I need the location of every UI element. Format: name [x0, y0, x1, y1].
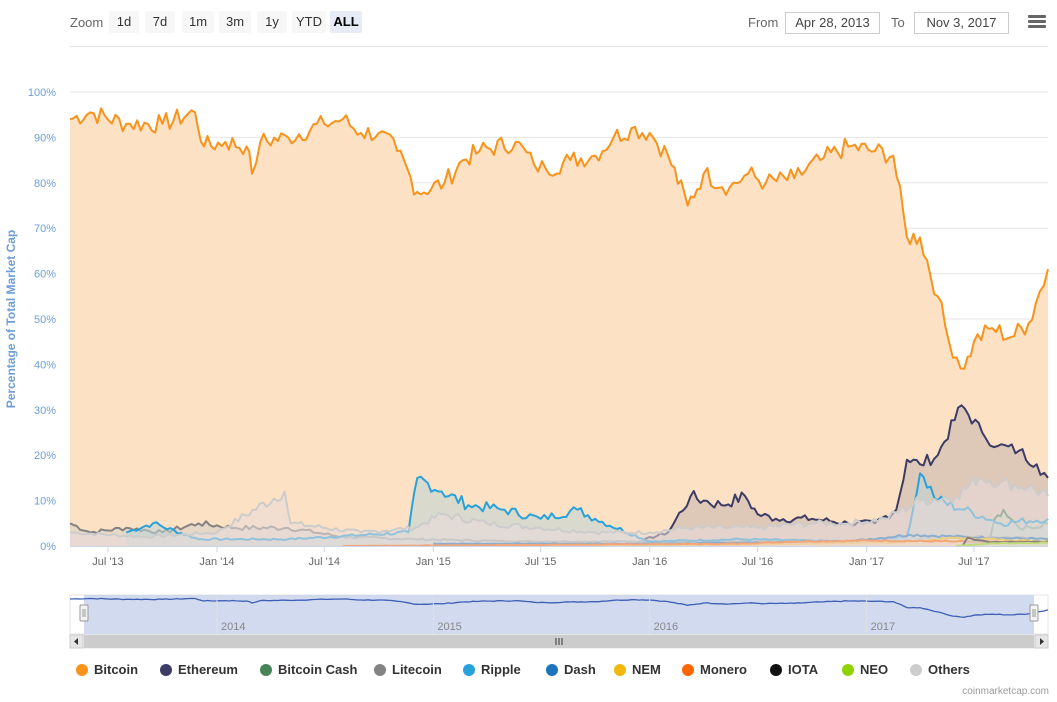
- zoom-all-button[interactable]: ALL: [330, 11, 362, 33]
- legend-marker-icon: [260, 664, 272, 676]
- scroll-left-arrow-icon: [74, 638, 78, 645]
- y-tick-label: 90%: [34, 132, 56, 144]
- x-tick-label: Jul '15: [525, 556, 556, 568]
- legend-label: Ethereum: [178, 662, 238, 677]
- range-selector-bar: Zoom 1d 7d 1m 3m 1y YTD ALL From Apr 28,…: [0, 0, 1057, 46]
- plot-area: [69, 107, 1049, 547]
- scroll-right-arrow-icon: [1040, 638, 1044, 645]
- zoom-7d-button[interactable]: 7d: [145, 11, 175, 33]
- navigator-series-line: [69, 597, 1049, 618]
- legend-item-dash[interactable]: Dash: [546, 662, 596, 677]
- x-tick-label: Jan '17: [849, 556, 884, 568]
- hamburger-menu-icon[interactable]: [1028, 15, 1046, 29]
- to-date-input[interactable]: Nov 3, 2017: [914, 12, 1009, 34]
- x-tick-label: Jul '16: [742, 556, 773, 568]
- series-area-others: [70, 477, 1048, 546]
- legend-item-neo[interactable]: NEO: [842, 662, 888, 677]
- legend-item-bitcoin[interactable]: Bitcoin: [76, 662, 138, 677]
- legend-marker-icon: [910, 664, 922, 676]
- y-tick-label: 60%: [34, 269, 56, 281]
- legend-marker-icon: [374, 664, 386, 676]
- legend-marker-icon: [842, 664, 854, 676]
- legend-label: Others: [928, 662, 970, 677]
- navigator-tick-label: 2017: [871, 621, 895, 633]
- legend-item-others[interactable]: Others: [910, 662, 970, 677]
- navigator-right-handle[interactable]: [1029, 604, 1039, 622]
- legend-item-ripple[interactable]: Ripple: [463, 662, 521, 677]
- legend-label: IOTA: [788, 662, 819, 677]
- from-label: From: [748, 15, 779, 30]
- legend-item-litecoin[interactable]: Litecoin: [374, 662, 442, 677]
- legend-marker-icon: [614, 664, 626, 676]
- y-tick-label: 100%: [28, 87, 56, 99]
- zoom-1y-button[interactable]: 1y: [257, 11, 287, 33]
- legend-label: Ripple: [481, 662, 521, 677]
- legend-item-monero[interactable]: Monero: [682, 662, 747, 677]
- y-tick-label: 40%: [34, 359, 56, 371]
- y-tick-label: 20%: [34, 450, 56, 462]
- zoom-1m-button[interactable]: 1m: [182, 11, 214, 33]
- legend-item-nem[interactable]: NEM: [614, 662, 661, 677]
- legend-item-ethereum[interactable]: Ethereum: [160, 662, 238, 677]
- zoom-label: Zoom: [70, 15, 104, 30]
- legend-item-iota[interactable]: IOTA: [770, 662, 818, 677]
- legend-marker-icon: [76, 664, 88, 676]
- credits-link[interactable]: coinmarketcap.com: [962, 686, 1049, 697]
- y-tick-label: 50%: [34, 314, 56, 326]
- navigator-left-handle[interactable]: [79, 604, 89, 622]
- x-tick-label: Jan '16: [632, 556, 667, 568]
- toolbar-divider: [70, 46, 1048, 47]
- zoom-ytd-button[interactable]: YTD: [292, 11, 326, 33]
- to-label: To: [891, 15, 905, 30]
- from-date-input[interactable]: Apr 28, 2013: [785, 12, 880, 34]
- legend-marker-icon: [160, 664, 172, 676]
- legend-label: Bitcoin: [94, 662, 139, 677]
- x-tick-label: Jul '17: [958, 556, 989, 568]
- legend-item-bitcoin-cash[interactable]: Bitcoin Cash: [260, 662, 357, 677]
- zoom-1d-button[interactable]: 1d: [109, 11, 139, 33]
- legend-label: Monero: [700, 662, 747, 677]
- zoom-3m-button[interactable]: 3m: [219, 11, 251, 33]
- legend-label: Bitcoin Cash: [278, 662, 358, 677]
- navigator-tick-label: 2015: [437, 621, 461, 633]
- legend-marker-icon: [463, 664, 475, 676]
- x-tick-label: Jan '14: [199, 556, 234, 568]
- legend-marker-icon: [682, 664, 694, 676]
- legend-marker-icon: [546, 664, 558, 676]
- y-tick-label: 0%: [40, 541, 56, 553]
- market-cap-chart: 0% 10% 20% 30% 40% 50% 60% 70% 80% 90% 100% Percent…: [4, 87, 1049, 649]
- x-tick-label: Jul '13: [92, 556, 123, 568]
- y-tick-label: 70%: [34, 223, 56, 235]
- y-tick-label: 30%: [34, 405, 56, 417]
- legend-label: NEM: [632, 662, 661, 677]
- navigator-tick-label: 2014: [221, 621, 245, 633]
- legend-label: NEO: [860, 662, 889, 677]
- y-axis-label: Percentage of Total Market Cap: [4, 230, 18, 409]
- x-tick-label: Jul '14: [309, 556, 340, 568]
- series-line-bitcoin: [69, 107, 1049, 370]
- legend-label: Litecoin: [392, 662, 442, 677]
- navigator-tick-label: 2016: [654, 621, 678, 633]
- legend-label: Dash: [564, 662, 596, 677]
- x-tick-label: Jan '15: [416, 556, 451, 568]
- legend-marker-icon: [770, 664, 782, 676]
- series-line-others: [69, 476, 1049, 539]
- y-tick-label: 10%: [34, 496, 56, 508]
- y-tick-label: 80%: [34, 178, 56, 190]
- series-area-bitcoin: [70, 108, 1048, 547]
